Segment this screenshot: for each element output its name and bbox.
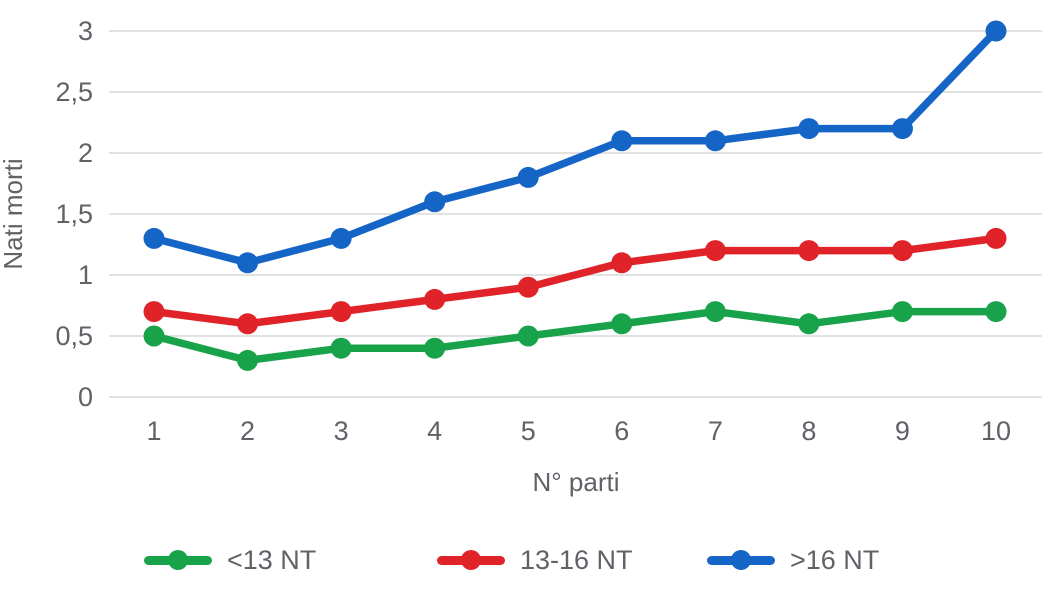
data-point bbox=[143, 325, 165, 347]
data-point bbox=[798, 240, 820, 262]
y-tick-label: 2,5 bbox=[55, 77, 93, 107]
legend-label: <13 NT bbox=[227, 544, 317, 575]
data-point bbox=[704, 130, 726, 152]
series-line-1 bbox=[150, 234, 1000, 328]
data-point bbox=[424, 191, 446, 213]
data-point bbox=[424, 337, 446, 359]
data-point bbox=[985, 227, 1007, 249]
data-point bbox=[985, 20, 1007, 42]
x-axis-title: N° parti bbox=[533, 467, 620, 497]
x-tick-label: 4 bbox=[427, 416, 442, 446]
data-point bbox=[611, 130, 633, 152]
series-line-2 bbox=[150, 27, 1000, 267]
x-tick-label: 10 bbox=[981, 416, 1011, 446]
data-point bbox=[143, 301, 165, 323]
y-tick-label: 0 bbox=[78, 382, 93, 412]
legend-line-marker-icon bbox=[144, 550, 212, 570]
data-point bbox=[611, 313, 633, 335]
x-tick-label: 1 bbox=[146, 416, 161, 446]
y-axis-title: Nati morti bbox=[0, 158, 28, 269]
data-point bbox=[891, 301, 913, 323]
legend-label: 13-16 NT bbox=[520, 544, 633, 575]
gridlines bbox=[109, 30, 1042, 398]
data-point bbox=[517, 276, 539, 298]
x-tick-label: 5 bbox=[521, 416, 536, 446]
data-point bbox=[798, 313, 820, 335]
x-tick-label: 6 bbox=[614, 416, 629, 446]
data-point bbox=[143, 227, 165, 249]
data-point bbox=[891, 240, 913, 262]
legend-entry-gt16: >16 NT bbox=[707, 544, 880, 575]
legend-line-marker-icon bbox=[707, 550, 775, 570]
data-point bbox=[798, 118, 820, 140]
data-point bbox=[704, 240, 726, 262]
data-point bbox=[517, 166, 539, 188]
legend-entry-lt13: <13 NT bbox=[144, 544, 317, 575]
plot-area: 0 0,5 1 1,5 2 2,5 3 1 2 3 4 5 6 7 8 9 10 Nati morti N° … bbox=[0, 16, 1042, 497]
data-point bbox=[237, 349, 259, 371]
data-point bbox=[330, 227, 352, 249]
y-tick-label: 1 bbox=[78, 260, 93, 290]
data-point bbox=[330, 337, 352, 359]
data-point bbox=[611, 252, 633, 274]
legend-label: >16 NT bbox=[790, 544, 880, 575]
y-axis-tick-labels: 0 0,5 1 1,5 2 2,5 3 bbox=[55, 16, 93, 412]
data-point bbox=[517, 325, 539, 347]
data-point bbox=[424, 288, 446, 310]
x-tick-label: 7 bbox=[708, 416, 723, 446]
data-point bbox=[985, 301, 1007, 323]
legend-entry-13-16: 13-16 NT bbox=[437, 544, 633, 575]
data-point bbox=[237, 252, 259, 274]
series-lines bbox=[143, 20, 1007, 371]
y-tick-label: 2 bbox=[78, 138, 93, 168]
x-axis-tick-labels: 1 2 3 4 5 6 7 8 9 10 bbox=[146, 416, 1011, 446]
data-point bbox=[704, 301, 726, 323]
x-tick-label: 8 bbox=[801, 416, 816, 446]
data-point bbox=[330, 301, 352, 323]
y-tick-label: 1,5 bbox=[55, 199, 93, 229]
legend-line-marker-icon bbox=[437, 550, 505, 570]
x-tick-label: 2 bbox=[240, 416, 255, 446]
y-tick-label: 3 bbox=[78, 16, 93, 46]
data-point bbox=[891, 118, 913, 140]
x-tick-label: 9 bbox=[895, 416, 910, 446]
x-tick-label: 3 bbox=[334, 416, 349, 446]
y-tick-label: 0,5 bbox=[55, 321, 93, 351]
data-point bbox=[237, 313, 259, 335]
series-line-0 bbox=[150, 307, 1000, 365]
